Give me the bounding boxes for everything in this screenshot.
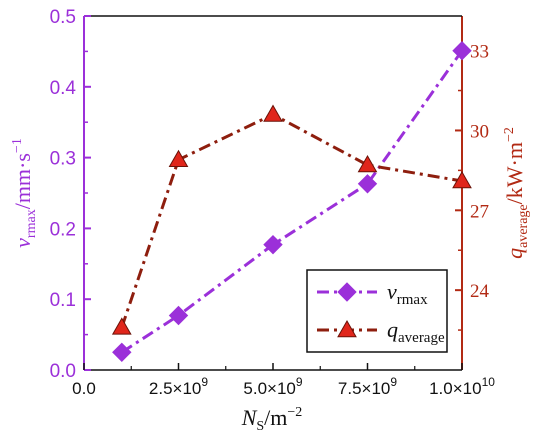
- x-tick-label: 1.0×1010: [429, 375, 495, 398]
- series-0-point: [168, 305, 189, 326]
- right-y-tick-label: 24: [470, 281, 490, 302]
- series-0-point: [112, 342, 132, 363]
- left-y-tick-label: 0.4: [50, 78, 77, 99]
- left-y-tick-label: 0.0: [50, 361, 76, 382]
- right-y-tick-label: 27: [470, 201, 489, 222]
- left-y-axis-label: vrmax/mm·s−1: [10, 138, 39, 248]
- x-tick-label: 7.5×109: [338, 375, 397, 398]
- legend-marker-1: [337, 319, 357, 338]
- left-y-tick-label: 0.2: [50, 219, 76, 240]
- series-1-point: [168, 149, 189, 167]
- legend-label-1: qaverage: [387, 317, 445, 346]
- series-0-point: [452, 40, 472, 61]
- x-tick-label: 2.5×109: [149, 375, 208, 398]
- series-0-point: [357, 174, 378, 194]
- right-y-tick-label: 30: [470, 121, 489, 142]
- series-1-point: [357, 155, 378, 173]
- series-0-point: [263, 234, 283, 255]
- series-1-point: [263, 104, 283, 122]
- series-1-point: [452, 171, 472, 189]
- x-axis-label: NS/m−2: [241, 405, 303, 434]
- legend-marker-0: [337, 282, 357, 302]
- legend-box: [306, 269, 448, 353]
- left-y-tick-label: 0.5: [50, 7, 76, 28]
- series-1-point: [111, 317, 132, 335]
- x-tick-label: 5.0×109: [243, 375, 302, 398]
- right-y-axis-label: qaverage/kW·m−2: [502, 127, 531, 259]
- x-tick-label: 0.0: [72, 379, 96, 398]
- legend-label-0: vrmax: [387, 279, 428, 308]
- left-y-tick-label: 0.1: [50, 290, 76, 311]
- left-y-tick-label: 0.3: [50, 149, 76, 170]
- right-y-tick-label: 33: [470, 42, 489, 63]
